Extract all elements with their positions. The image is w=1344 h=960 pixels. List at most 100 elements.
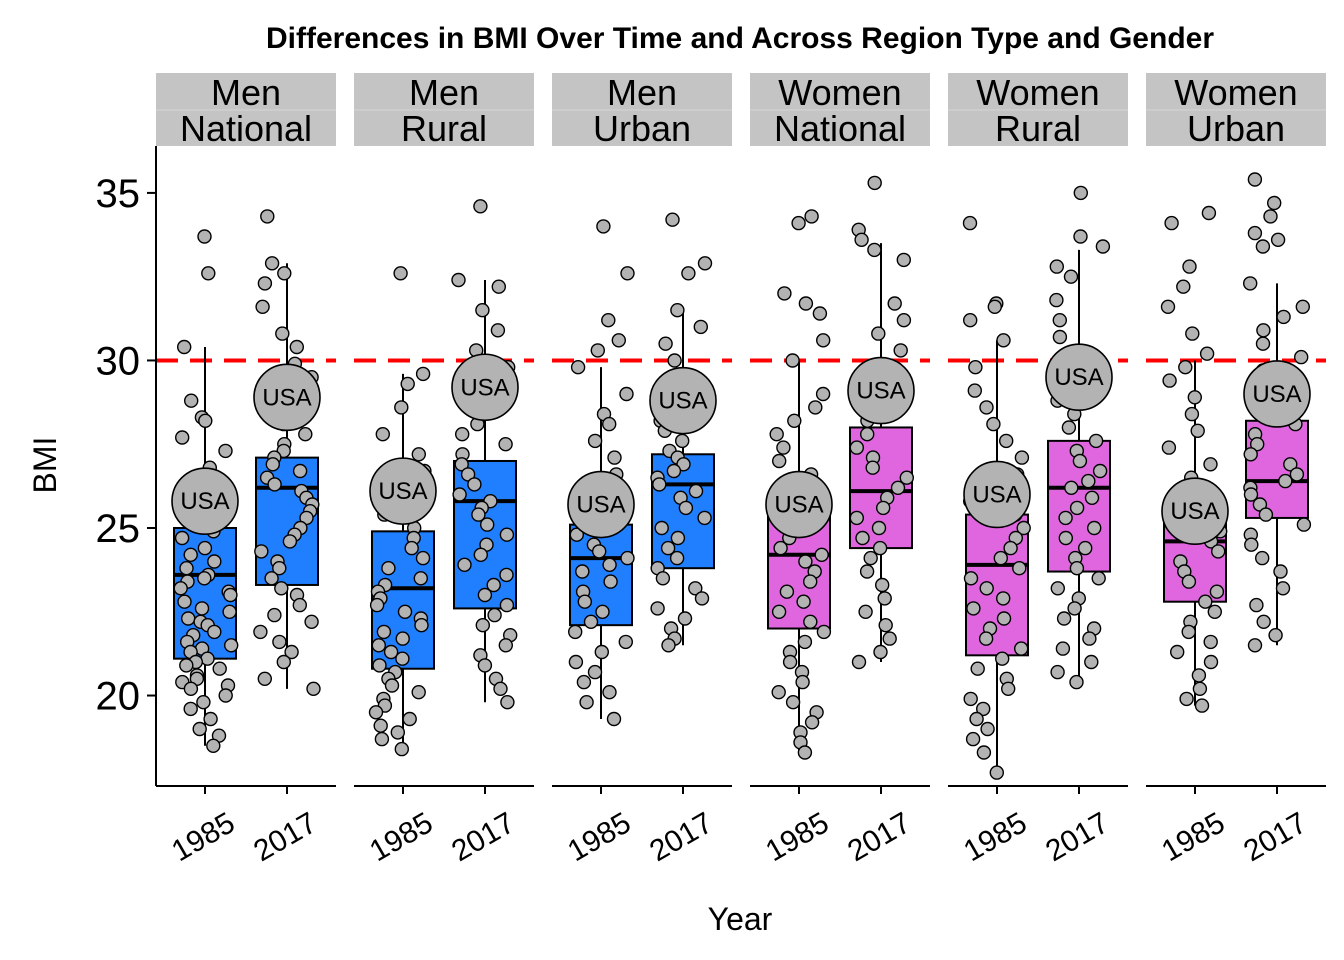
data-point — [1256, 323, 1271, 338]
data-point — [795, 674, 810, 690]
data-point — [677, 611, 693, 626]
data-point — [272, 561, 287, 576]
data-point — [570, 360, 586, 375]
data-point — [257, 276, 273, 291]
data-point — [876, 500, 891, 516]
data-point — [1198, 594, 1213, 609]
data-point — [1049, 292, 1064, 308]
data-point — [666, 463, 682, 479]
data-point — [395, 651, 410, 666]
x-tick-label: 2017 — [1238, 806, 1312, 868]
data-point — [1247, 225, 1263, 241]
data-point — [798, 554, 813, 569]
data-point — [1176, 279, 1191, 294]
data-point — [896, 313, 912, 328]
data-point — [493, 681, 508, 696]
data-point — [863, 550, 878, 566]
data-point — [452, 487, 467, 502]
data-point — [587, 664, 603, 680]
data-point — [603, 574, 618, 589]
data-point — [1185, 326, 1200, 341]
data-point — [404, 540, 419, 556]
data-point — [968, 360, 983, 375]
facet-strip-gender: Women — [778, 72, 901, 113]
data-point — [207, 554, 222, 569]
data-point — [1247, 172, 1263, 187]
data-point — [1082, 631, 1097, 646]
data-point — [576, 674, 592, 690]
data-point — [499, 567, 514, 583]
data-point — [1095, 239, 1111, 254]
facet-strip-region: Rural — [401, 108, 487, 149]
data-point — [473, 199, 488, 214]
data-point — [996, 611, 1012, 626]
data-point — [607, 450, 622, 465]
box-group-1985: USA — [962, 215, 1031, 780]
data-point — [471, 507, 486, 522]
data-point — [860, 427, 875, 442]
facet-strip-gender: Men — [211, 72, 281, 113]
x-tick-label: 1985 — [760, 806, 834, 868]
box-group-2017: USA — [847, 175, 915, 670]
x-tick-label: 2017 — [446, 806, 520, 868]
data-point — [978, 631, 994, 646]
data-point — [1266, 195, 1282, 211]
data-point — [575, 564, 590, 579]
data-point — [1276, 309, 1291, 325]
chart-title: Differences in BMI Over Time and Across … — [266, 22, 1214, 55]
data-point — [976, 701, 991, 717]
y-axis: 20 25 30 35 — [96, 146, 157, 786]
data-point — [688, 581, 703, 596]
data-point — [267, 607, 282, 623]
data-point — [498, 437, 513, 452]
data-point — [1270, 232, 1286, 248]
data-point — [223, 587, 238, 603]
data-point — [996, 591, 1011, 606]
data-point — [179, 561, 194, 576]
data-point — [797, 634, 813, 650]
facet-strip-gender: Men — [409, 72, 479, 113]
data-point — [878, 618, 893, 633]
data-point — [1203, 634, 1218, 650]
box-group-1985: USA — [765, 209, 833, 760]
data-point — [1091, 571, 1106, 586]
data-point — [415, 366, 431, 382]
data-point — [611, 333, 626, 348]
data-point — [371, 638, 386, 653]
data-point — [394, 741, 409, 757]
data-point — [1160, 299, 1176, 314]
data-point — [890, 480, 906, 495]
data-point — [980, 721, 995, 737]
data-point — [457, 557, 472, 572]
data-point — [1178, 360, 1193, 375]
data-point — [1084, 654, 1099, 670]
facet-strip-region: National — [180, 108, 312, 149]
data-point — [577, 594, 592, 609]
data-point — [606, 711, 622, 727]
data-point — [1187, 390, 1203, 405]
facet-strip-region: Urban — [1187, 108, 1285, 149]
data-point — [871, 326, 886, 341]
data-point — [376, 624, 392, 640]
data-point — [368, 705, 384, 720]
data-point — [1014, 450, 1030, 465]
data-point — [1064, 480, 1079, 495]
data-point — [414, 618, 429, 633]
facet-strip-gender: Women — [976, 72, 1099, 113]
x-tick-label: 2017 — [1040, 806, 1114, 868]
data-point — [665, 212, 680, 227]
data-point — [877, 591, 892, 606]
box-group-2017: USA — [1045, 185, 1113, 690]
data-point — [1247, 638, 1263, 653]
data-point — [1256, 614, 1271, 629]
data-point — [872, 540, 888, 556]
data-point — [579, 695, 594, 710]
data-point — [1086, 520, 1102, 536]
box-group-2017: USA — [253, 209, 321, 696]
data-point — [183, 681, 199, 696]
data-point — [473, 547, 488, 562]
data-point — [596, 219, 611, 234]
data-point — [678, 500, 694, 516]
data-point — [415, 550, 431, 566]
